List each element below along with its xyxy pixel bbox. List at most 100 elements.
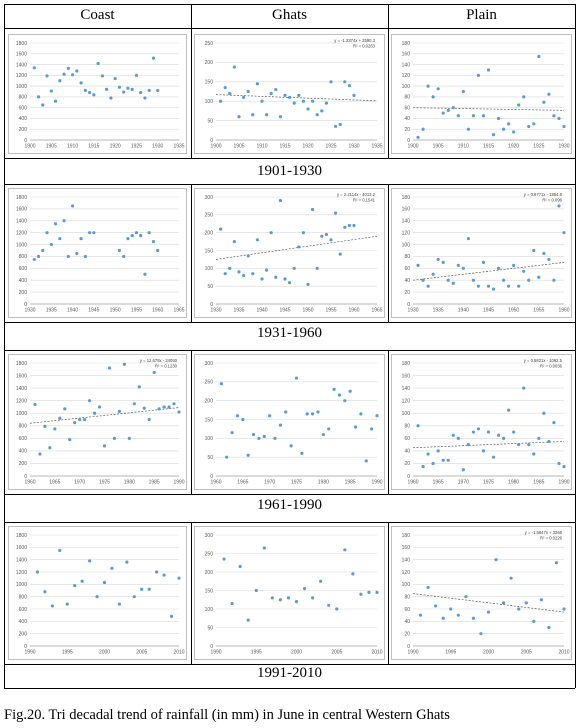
x-tick-label: 1920 (302, 144, 313, 150)
data-point (134, 231, 139, 235)
data-point (83, 417, 87, 422)
data-point (100, 74, 104, 78)
data-point (512, 263, 516, 267)
y-tick-label: 400 (19, 619, 28, 625)
data-point (547, 92, 551, 96)
x-tick-label: 1950 (508, 308, 519, 314)
data-point (246, 618, 250, 622)
x-tick-label: 1900 (24, 144, 35, 150)
data-point (343, 399, 347, 403)
data-point (228, 266, 232, 270)
chart-plain-1931: 0 20 40 60 80 100 120 140 160 180 1930 1935 1940 1945… (391, 188, 572, 318)
x-tick-label: 1915 (279, 144, 290, 150)
y-tick-label: 1400 (16, 557, 27, 563)
y-tick-label: 50 (207, 284, 213, 290)
data-point (122, 362, 126, 366)
data-point (79, 81, 83, 85)
x-tick-label: 1995 (445, 650, 456, 656)
data-point (36, 95, 41, 99)
y-tick-label: 100 (205, 436, 214, 442)
data-point (547, 257, 551, 262)
data-point (449, 607, 453, 611)
y-tick-label: 1600 (16, 373, 27, 379)
data-point (83, 88, 87, 93)
x-tick-label: 1935 (433, 308, 444, 314)
data-point (32, 257, 36, 262)
data-point (471, 114, 475, 118)
trend-r2: R² = 0.0263 (353, 44, 376, 49)
data-point (278, 598, 282, 602)
data-point (306, 282, 310, 286)
table-rule (4, 184, 575, 185)
y-tick-label: 0 (407, 644, 410, 650)
trend-r2: R² = 0.1541 (353, 198, 376, 203)
data-point (476, 427, 481, 431)
data-point (426, 452, 430, 456)
data-point (466, 127, 470, 131)
data-point (375, 590, 379, 594)
trend-equation: y = 0.9771x - 1854.8 (524, 192, 563, 197)
data-point (107, 366, 112, 370)
data-point (486, 430, 491, 434)
chart-frame (194, 34, 385, 154)
data-point (522, 386, 526, 390)
data-point (219, 227, 223, 231)
data-point (359, 592, 363, 596)
data-point (53, 427, 57, 431)
data-point (522, 95, 526, 99)
y-tick-label: 100 (402, 242, 411, 248)
chart-svg: 0 50 100 150 200 250 300 1990 1995 2000 2005 2010 (194, 526, 385, 660)
data-point (147, 417, 151, 422)
table-rule (4, 522, 575, 523)
trend-r2: R² = 0.096 (542, 198, 562, 203)
y-tick-label: 60 (404, 105, 410, 111)
table-rule (191, 184, 192, 322)
data-point (262, 546, 266, 550)
x-tick-label: 1955 (325, 308, 336, 314)
x-tick-label: 1970 (264, 480, 275, 486)
y-tick-label: 600 (19, 266, 28, 272)
chart-ghats-1931: 0 50 100 150 200 250 300 1930 1935 1940 1945 1950 19… (194, 188, 385, 318)
data-point (66, 66, 70, 70)
figure-caption: Fig.20. Tri decadal trend of rainfall (i… (4, 707, 450, 723)
data-point (38, 452, 42, 456)
data-point (512, 130, 516, 134)
data-point (102, 580, 107, 585)
data-point (436, 87, 440, 91)
y-tick-label: 300 (205, 195, 214, 201)
chart-frame (194, 354, 385, 490)
x-tick-label: 1985 (149, 480, 160, 486)
data-point (301, 231, 305, 235)
x-tick-label: 1915 (88, 144, 99, 150)
x-tick-label: 1930 (24, 308, 35, 314)
data-point (147, 88, 151, 93)
table-rule (575, 4, 576, 688)
data-point (343, 225, 347, 229)
data-point (486, 284, 491, 288)
x-tick-label: 1970 (74, 480, 85, 486)
x-tick-label: 1910 (67, 144, 78, 150)
data-point (75, 69, 79, 73)
data-point (421, 127, 425, 131)
data-point (288, 281, 292, 285)
data-point (509, 576, 513, 580)
data-point (49, 89, 53, 93)
y-tick-label: 100 (402, 582, 411, 588)
y-tick-label: 60 (404, 436, 410, 442)
y-tick-label: 1000 (16, 242, 27, 248)
x-tick-label: 1995 (62, 650, 73, 656)
y-tick-label: 160 (402, 207, 411, 213)
y-tick-label: 200 (205, 570, 214, 576)
x-tick-label: 1925 (533, 144, 544, 150)
data-point (562, 464, 566, 469)
data-point (434, 604, 438, 608)
data-point (335, 607, 339, 611)
data-point (283, 277, 287, 281)
x-tick-label: 1990 (210, 650, 221, 656)
data-point (139, 90, 143, 95)
data-point (95, 595, 99, 599)
data-point (327, 603, 331, 607)
x-tick-label: 1980 (508, 480, 519, 486)
data-point (134, 73, 139, 77)
data-point (237, 270, 241, 274)
